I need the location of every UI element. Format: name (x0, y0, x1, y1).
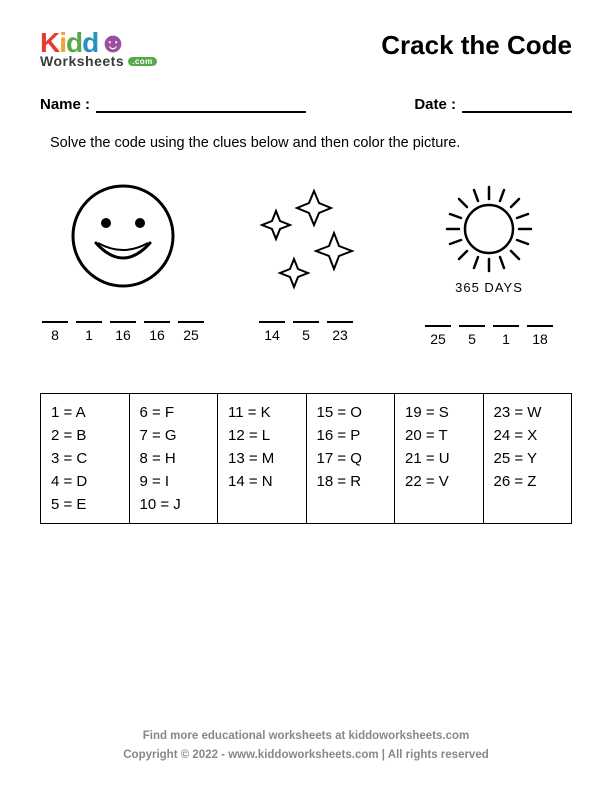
key-entry: 17 = Q (317, 450, 385, 467)
blank-number: 16 (115, 327, 131, 343)
key-entry: 13 = M (228, 450, 296, 467)
name-label: Name : (40, 96, 90, 113)
key-entry: 8 = H (140, 450, 208, 467)
blank-number: 23 (332, 327, 348, 343)
key-table: 1 = A 2 = B 3 = C 4 = D 5 = E 6 = F 7 = G 8 = H… (40, 393, 572, 524)
key-column: 15 = O 16 = P 17 = Q 18 = R (307, 394, 396, 523)
key-entry: 4 = D (51, 473, 119, 490)
answer-blank[interactable]: 8 (42, 309, 68, 343)
answer-blank[interactable]: 16 (144, 309, 170, 343)
sparkles-icon (246, 181, 366, 291)
blanks-smiley: 8 1 16 16 25 (42, 309, 204, 343)
key-entry: 9 = I (140, 473, 208, 490)
key-entry: 22 = V (405, 473, 473, 490)
key-entry: 24 = X (494, 427, 562, 444)
key-column: 19 = S 20 = T 21 = U 22 = V (395, 394, 484, 523)
key-entry: 21 = U (405, 450, 473, 467)
sun-icon (434, 181, 544, 276)
logo-subtext: Worksheets.com (40, 55, 157, 68)
key-entry: 11 = K (228, 404, 296, 421)
key-entry: 7 = G (140, 427, 208, 444)
blank-line (293, 309, 319, 323)
key-entry: 12 = L (228, 427, 296, 444)
blank-line (178, 309, 204, 323)
date-field: Date : (414, 96, 572, 113)
key-entry: 18 = R (317, 473, 385, 490)
blank-number: 25 (183, 327, 199, 343)
blank-line (493, 313, 519, 327)
blanks-sparkles: 14 5 23 (259, 309, 353, 343)
key-column: 6 = F 7 = G 8 = H 9 = I 10 = J (130, 394, 219, 523)
sun-label: 365 DAYS (455, 280, 523, 295)
answer-blank[interactable]: 18 (527, 313, 553, 347)
answer-blank[interactable]: 1 (76, 309, 102, 343)
key-column: 11 = K 12 = L 13 = M 14 = N (218, 394, 307, 523)
smiley-icon (68, 181, 178, 291)
answer-blank[interactable]: 23 (327, 309, 353, 343)
puzzle-sparkles: 14 5 23 (231, 181, 381, 347)
key-entry: 10 = J (140, 496, 208, 513)
answer-blank[interactable]: 16 (110, 309, 136, 343)
date-label: Date : (414, 96, 456, 113)
page-title: Crack the Code (381, 30, 572, 61)
blank-number: 5 (302, 327, 310, 343)
answer-blank[interactable]: 1 (493, 313, 519, 347)
name-date-row: Name : Date : (40, 96, 572, 113)
key-entry: 3 = C (51, 450, 119, 467)
blank-line (110, 309, 136, 323)
blank-number: 1 (502, 331, 510, 347)
blank-number: 8 (51, 327, 59, 343)
answer-blank[interactable]: 5 (293, 309, 319, 343)
key-column: 1 = A 2 = B 3 = C 4 = D 5 = E (41, 394, 130, 523)
key-entry: 19 = S (405, 404, 473, 421)
blank-line (425, 313, 451, 327)
name-field: Name : (40, 96, 306, 113)
answer-blank[interactable]: 25 (425, 313, 451, 347)
blank-line (327, 309, 353, 323)
header: Kidd☻ Worksheets.com Crack the Code (40, 30, 572, 68)
blank-line (259, 309, 285, 323)
footer-line1: Find more educational worksheets at kidd… (0, 727, 612, 745)
blank-number: 14 (264, 327, 280, 343)
key-entry: 26 = Z (494, 473, 562, 490)
blank-line (459, 313, 485, 327)
blank-line (42, 309, 68, 323)
logo-com-pill: .com (128, 57, 157, 66)
key-entry: 2 = B (51, 427, 119, 444)
blank-number: 25 (430, 331, 446, 347)
key-entry: 6 = F (140, 404, 208, 421)
answer-blank[interactable]: 25 (178, 309, 204, 343)
answer-blank[interactable]: 14 (259, 309, 285, 343)
key-entry: 5 = E (51, 496, 119, 513)
puzzle-smiley: 8 1 16 16 25 (48, 181, 198, 347)
name-underline[interactable] (96, 99, 306, 113)
key-entry: 23 = W (494, 404, 562, 421)
key-entry: 15 = O (317, 404, 385, 421)
answer-blank[interactable]: 5 (459, 313, 485, 347)
blanks-sun: 25 5 1 18 (425, 313, 553, 347)
footer-line2: Copyright © 2022 - www.kiddoworksheets.c… (0, 746, 612, 764)
key-entry: 20 = T (405, 427, 473, 444)
date-underline[interactable] (462, 99, 572, 113)
instructions-text: Solve the code using the clues below and… (50, 135, 572, 151)
logo-wordmark: Kidd☻ (40, 30, 157, 55)
blank-line (76, 309, 102, 323)
key-entry: 16 = P (317, 427, 385, 444)
footer: Find more educational worksheets at kidd… (0, 727, 612, 764)
pictures-row: 8 1 16 16 25 14 5 23 (48, 181, 564, 347)
blank-number: 1 (85, 327, 93, 343)
logo: Kidd☻ Worksheets.com (40, 30, 157, 68)
key-entry: 14 = N (228, 473, 296, 490)
blank-line (144, 309, 170, 323)
key-entry: 1 = A (51, 404, 119, 421)
key-column: 23 = W 24 = X 25 = Y 26 = Z (484, 394, 572, 523)
blank-number: 16 (149, 327, 165, 343)
blank-line (527, 313, 553, 327)
puzzle-sun: 365 DAYS 25 5 1 18 (414, 181, 564, 347)
blank-number: 5 (468, 331, 476, 347)
key-entry: 25 = Y (494, 450, 562, 467)
blank-number: 18 (532, 331, 548, 347)
